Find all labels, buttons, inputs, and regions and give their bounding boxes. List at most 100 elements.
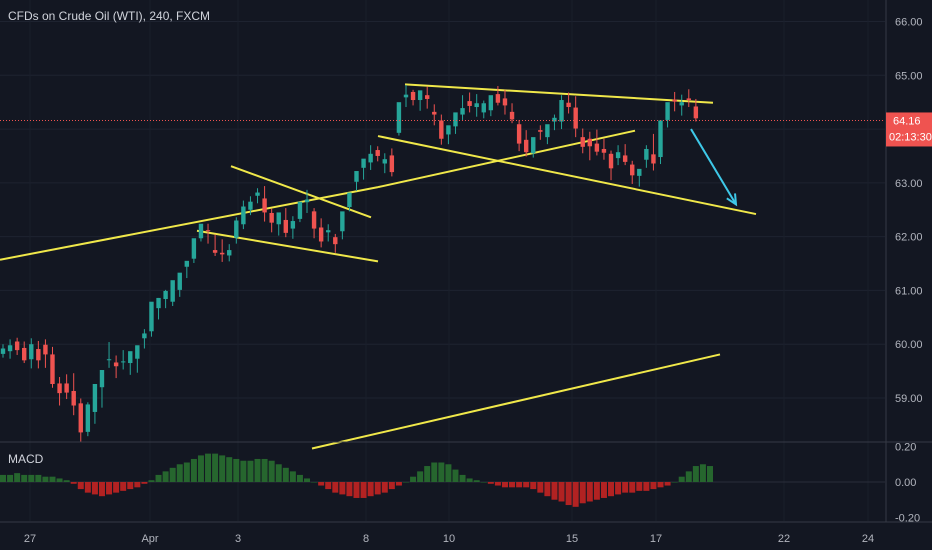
candle-body	[672, 99, 677, 102]
macd-bar	[91, 482, 98, 495]
macd-bar	[608, 482, 615, 497]
macd-histogram	[0, 453, 885, 507]
candle-body	[509, 111, 515, 120]
candle-body	[403, 94, 409, 98]
trendlines[interactable]	[0, 83, 757, 450]
macd-bar	[544, 482, 551, 497]
macd-bar	[42, 476, 49, 482]
macd-bar	[431, 462, 438, 482]
macd-bar	[318, 482, 325, 486]
macd-bar	[516, 482, 523, 488]
macd-bar	[360, 482, 367, 498]
candle-body	[396, 102, 402, 133]
macd-bar	[388, 482, 395, 490]
candle-body	[601, 148, 607, 153]
candle-body	[219, 252, 225, 255]
candle-body	[425, 95, 430, 99]
macd-bar	[699, 464, 706, 482]
candle-body	[269, 212, 274, 223]
candle-body	[22, 347, 27, 361]
macd-bar	[120, 482, 127, 491]
trendline[interactable]	[311, 353, 721, 450]
macd-bar	[247, 460, 254, 482]
candle-body	[212, 250, 218, 253]
macd-bar	[127, 482, 134, 490]
candle-body	[693, 106, 699, 119]
macd-bar	[261, 458, 268, 482]
candle-body	[453, 112, 458, 127]
macd-bar	[671, 482, 678, 483]
trendline[interactable]	[377, 129, 636, 189]
macd-bar	[84, 482, 91, 493]
macd-bar	[63, 480, 70, 482]
macd-bar	[28, 474, 35, 482]
candle-body	[382, 159, 387, 164]
trendline[interactable]	[0, 186, 379, 261]
candle-body	[262, 198, 267, 213]
candle-body	[622, 155, 628, 162]
candle-body	[523, 139, 529, 153]
candle-body	[559, 100, 564, 122]
macd-bar	[49, 476, 56, 482]
macd-bar	[325, 482, 332, 490]
macd-bar	[558, 482, 565, 502]
macd-bar	[480, 482, 487, 483]
macd-bar	[296, 474, 303, 482]
macd-bar	[304, 478, 311, 482]
macd-bar	[353, 482, 360, 498]
macd-bar	[466, 478, 473, 482]
candle-body	[113, 362, 119, 367]
candle-body	[170, 280, 175, 302]
macd-bar	[155, 474, 162, 482]
macd-bar	[452, 469, 459, 482]
forecast-arrow[interactable]	[690, 128, 737, 205]
candle-body	[71, 390, 76, 406]
macd-bar	[487, 482, 494, 484]
forecast-arrow-head[interactable]	[726, 193, 738, 207]
candle-body	[14, 341, 20, 351]
candle-body	[389, 155, 395, 173]
candle-body	[594, 143, 600, 152]
candle-body	[481, 103, 486, 113]
macd-bar	[14, 473, 21, 482]
candle-body	[516, 124, 522, 144]
macd-bar	[148, 480, 155, 482]
macd-bar	[402, 482, 409, 483]
candle-body	[191, 238, 197, 259]
trendline[interactable]	[196, 229, 379, 263]
macd-bar	[473, 480, 480, 482]
macd-bar	[650, 482, 657, 490]
macd-bar	[678, 476, 685, 482]
macd-bar	[494, 482, 501, 486]
candle-body	[36, 349, 41, 361]
trendline[interactable]	[230, 165, 372, 219]
candle-body	[630, 164, 635, 176]
chart-title: CFDs on Crude Oil (WTI), 240, FXCM	[8, 9, 211, 23]
macd-bar	[275, 464, 282, 482]
candle-body	[531, 137, 536, 154]
macd-bar	[593, 482, 600, 500]
candle-body	[637, 168, 642, 176]
macd-bar	[70, 482, 77, 484]
macd-bar	[226, 457, 233, 482]
candle-body	[326, 230, 331, 233]
candle-body	[120, 361, 126, 363]
price-tick-label: 66.00	[895, 17, 923, 29]
macd-bar	[183, 462, 190, 482]
candle-body	[149, 301, 154, 332]
macd-bar	[282, 467, 289, 482]
candle-body	[538, 130, 543, 132]
candle-body	[410, 91, 416, 101]
macd-tick-label: 0.00	[895, 477, 916, 489]
trendline[interactable]	[404, 83, 714, 104]
trendline[interactable]	[377, 135, 757, 216]
candle-body	[156, 297, 161, 309]
candle-body	[644, 148, 649, 160]
candle-body	[375, 150, 380, 156]
candle-body	[615, 152, 621, 159]
macd-tick-label: 0.20	[895, 442, 916, 454]
candle-body	[128, 351, 133, 364]
candle-body	[488, 95, 494, 111]
